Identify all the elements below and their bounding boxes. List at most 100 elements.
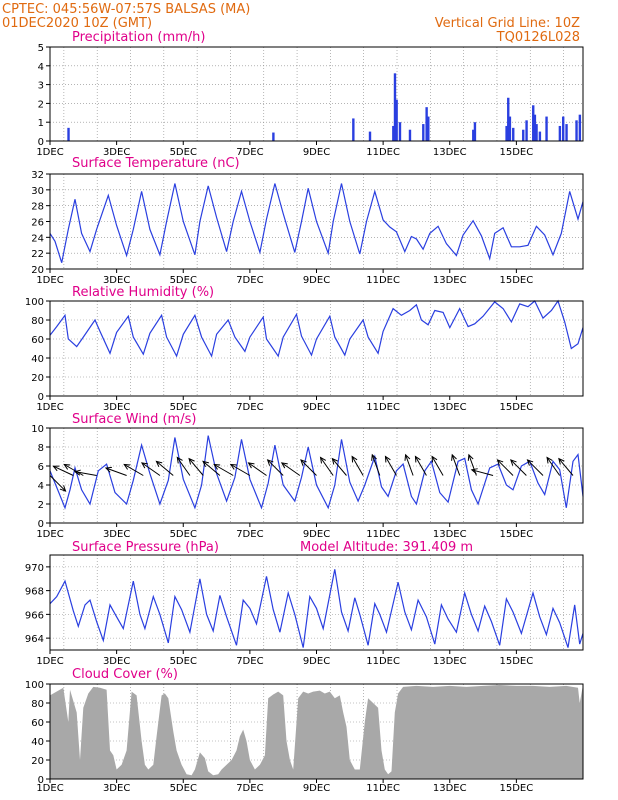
wind-arrow-shaft	[471, 469, 494, 476]
cloud-ytick-label: 40	[31, 737, 44, 748]
wind-arrow-head	[431, 455, 438, 463]
humidity-frame	[49, 300, 584, 397]
precipitation-bar	[533, 114, 537, 141]
precipitation-xtick-label: 7DEC	[236, 147, 263, 158]
wind-arrow-head	[414, 455, 421, 463]
wind-xtick-label: 1DEC	[36, 529, 63, 540]
humidity-title: Relative Humidity (%)	[72, 285, 214, 300]
cloud-ytick-label: 100	[25, 680, 44, 691]
temperature-xtick-label: 3DEC	[103, 275, 130, 286]
precipitation-bar	[422, 124, 425, 141]
wind-arrow-shaft	[141, 462, 161, 476]
cloud-xtick-label: 11DEC	[366, 783, 400, 794]
precipitation-bar	[558, 125, 562, 141]
precipitation-bar	[507, 97, 510, 141]
wind-arrow-shaft	[188, 458, 204, 476]
cloud-area	[50, 685, 583, 779]
wind-arrow-head	[558, 457, 565, 465]
wind-arrow-shaft	[331, 458, 347, 476]
wind-arrow-head	[509, 459, 517, 466]
precipitation-bar	[525, 120, 528, 141]
pressure-xtick-label: 9DEC	[303, 656, 330, 667]
cloud-ytick-label: 0	[38, 775, 44, 786]
wind-arrow-head	[229, 463, 237, 470]
precipitation-bar	[395, 99, 398, 141]
wind-arrow-shaft	[202, 460, 221, 476]
wind-arrow-head	[451, 453, 457, 461]
humidity-xtick-label: 11DEC	[366, 402, 400, 413]
pressure-xtick-label: 1DEC	[36, 656, 63, 667]
temperature-series-line	[49, 183, 584, 263]
temperature-ytick-label: 30	[31, 186, 44, 197]
humidity-ytick-label: 100	[25, 297, 44, 308]
precipitation-bar	[508, 116, 512, 141]
pressure-xtick-label: 3DEC	[103, 656, 130, 667]
temperature-ytick-label: 32	[31, 170, 44, 181]
wind-xtick-label: 3DEC	[103, 529, 130, 540]
precipitation-bar	[352, 118, 355, 141]
precipitation-bar	[578, 114, 582, 141]
cloud-xtick-label: 15DEC	[500, 783, 534, 794]
precipitation-ytick-label: 1	[38, 118, 44, 129]
wind-arrow-shaft	[53, 465, 74, 476]
precipitation-ytick-label: 0	[38, 137, 44, 148]
wind-xtick-label: 13DEC	[433, 529, 467, 540]
wind-arrow-head	[266, 459, 274, 466]
precipitation-bar	[398, 122, 402, 141]
humidity-ytick-label: 0	[38, 392, 44, 403]
wind-arrow-head	[73, 469, 81, 476]
precipitation-bar	[535, 124, 538, 141]
precipitation-bar	[545, 116, 548, 141]
wind-arrow-head	[404, 453, 411, 461]
wind-xtick-label: 11DEC	[366, 529, 400, 540]
wind-arrow-shaft	[105, 467, 127, 476]
wind-arrow-head	[300, 459, 307, 466]
wind-arrow-head	[496, 459, 504, 466]
wind-series-line	[49, 435, 584, 510]
wind-ytick-label: 6	[38, 462, 44, 473]
temperature-xtick-label: 11DEC	[366, 275, 400, 286]
humidity-xtick-label: 5DEC	[170, 402, 197, 413]
header-grid-note: Vertical Grid Line: 10Z	[435, 16, 580, 31]
temperature-ytick-label: 26	[31, 218, 44, 229]
cloud-ytick-label: 80	[31, 699, 44, 710]
precipitation-bar	[505, 125, 508, 141]
humidity-xtick-label: 3DEC	[103, 402, 130, 413]
humidity-xtick-label: 7DEC	[236, 402, 263, 413]
wind-arrow-head	[526, 459, 534, 466]
precipitation-bar	[393, 73, 397, 141]
temperature-panel: Surface Temperature (nC) 20 22 24 26 28 30 32 1D…	[31, 156, 584, 286]
pressure-subtitle: Model Altitude: 391.409 m	[300, 540, 473, 555]
wind-xtick-label: 15DEC	[500, 529, 534, 540]
wind-arrow-shaft	[414, 456, 427, 476]
wind-arrow-shaft	[176, 457, 191, 476]
panels-group: Precipitation (mm/h) 0 1 2 3 4 5 1DEC 3DEC 5DEC 7D…	[25, 30, 584, 794]
header-code: TQ0126L028	[496, 30, 580, 45]
wind-arrow-head	[467, 453, 474, 461]
pressure-xtick-label: 11DEC	[366, 656, 400, 667]
pressure-xtick-label: 7DEC	[236, 656, 263, 667]
wind-arrow-head	[104, 466, 112, 473]
wind-xtick-label: 5DEC	[170, 529, 197, 540]
cloud-ytick-label: 20	[31, 756, 44, 767]
humidity-panel: Relative Humidity (%) 0 20 40 60 80 100 1DEC 3DE…	[25, 285, 584, 413]
precipitation-bar	[425, 107, 428, 141]
wind-arrow-head	[176, 456, 183, 464]
wind-arrow-shaft	[213, 464, 234, 476]
wind-arrow-head	[546, 456, 553, 464]
precipitation-ytick-label: 4	[38, 62, 44, 73]
precipitation-bar	[538, 131, 542, 141]
wind-ytick-label: 10	[31, 424, 44, 435]
precipitation-xtick-label: 13DEC	[433, 147, 467, 158]
wind-arrow-head	[59, 485, 67, 492]
temperature-ytick-label: 20	[31, 265, 44, 276]
pressure-ytick-label: 966	[25, 610, 44, 621]
precipitation-bar	[532, 105, 535, 141]
precipitation-bar	[272, 132, 275, 141]
humidity-xtick-label: 9DEC	[303, 402, 330, 413]
wind-arrow-shaft	[351, 456, 364, 476]
cloud-xtick-label: 13DEC	[433, 783, 467, 794]
precipitation-bar	[472, 129, 475, 141]
wind-arrow-shaft	[156, 460, 174, 476]
wind-ytick-label: 4	[38, 481, 44, 492]
